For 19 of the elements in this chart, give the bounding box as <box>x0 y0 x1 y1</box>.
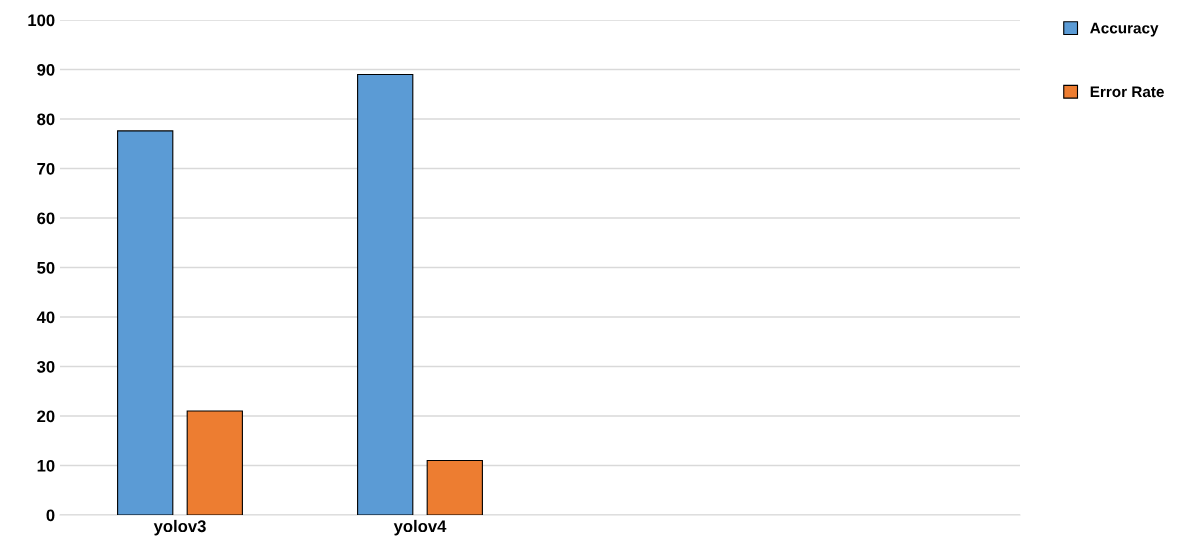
y-tick-label: 90 <box>37 63 55 76</box>
y-tick-label: 60 <box>37 212 55 225</box>
y-tick-label: 30 <box>36 360 55 373</box>
bar <box>357 73 414 515</box>
y-tick-label: 70 <box>37 162 55 175</box>
y-tick-label: 10 <box>37 459 55 472</box>
bar <box>426 459 483 515</box>
y-tick-label: 0 <box>46 509 55 522</box>
x-tick-label: yolov3 <box>153 519 206 536</box>
legend-label: Accuracy <box>1090 22 1159 37</box>
y-tick-label: 100 <box>28 14 55 27</box>
y-tick-label: 80 <box>37 113 55 126</box>
bar <box>117 130 174 515</box>
y-tick-label: 20 <box>37 410 55 423</box>
bar <box>186 410 243 515</box>
y-tick-label: 40 <box>36 311 55 324</box>
y-tick-label: 50 <box>37 261 55 274</box>
x-tick-label: yolov4 <box>393 519 447 536</box>
legend-label: Error Rate <box>1090 86 1164 98</box>
